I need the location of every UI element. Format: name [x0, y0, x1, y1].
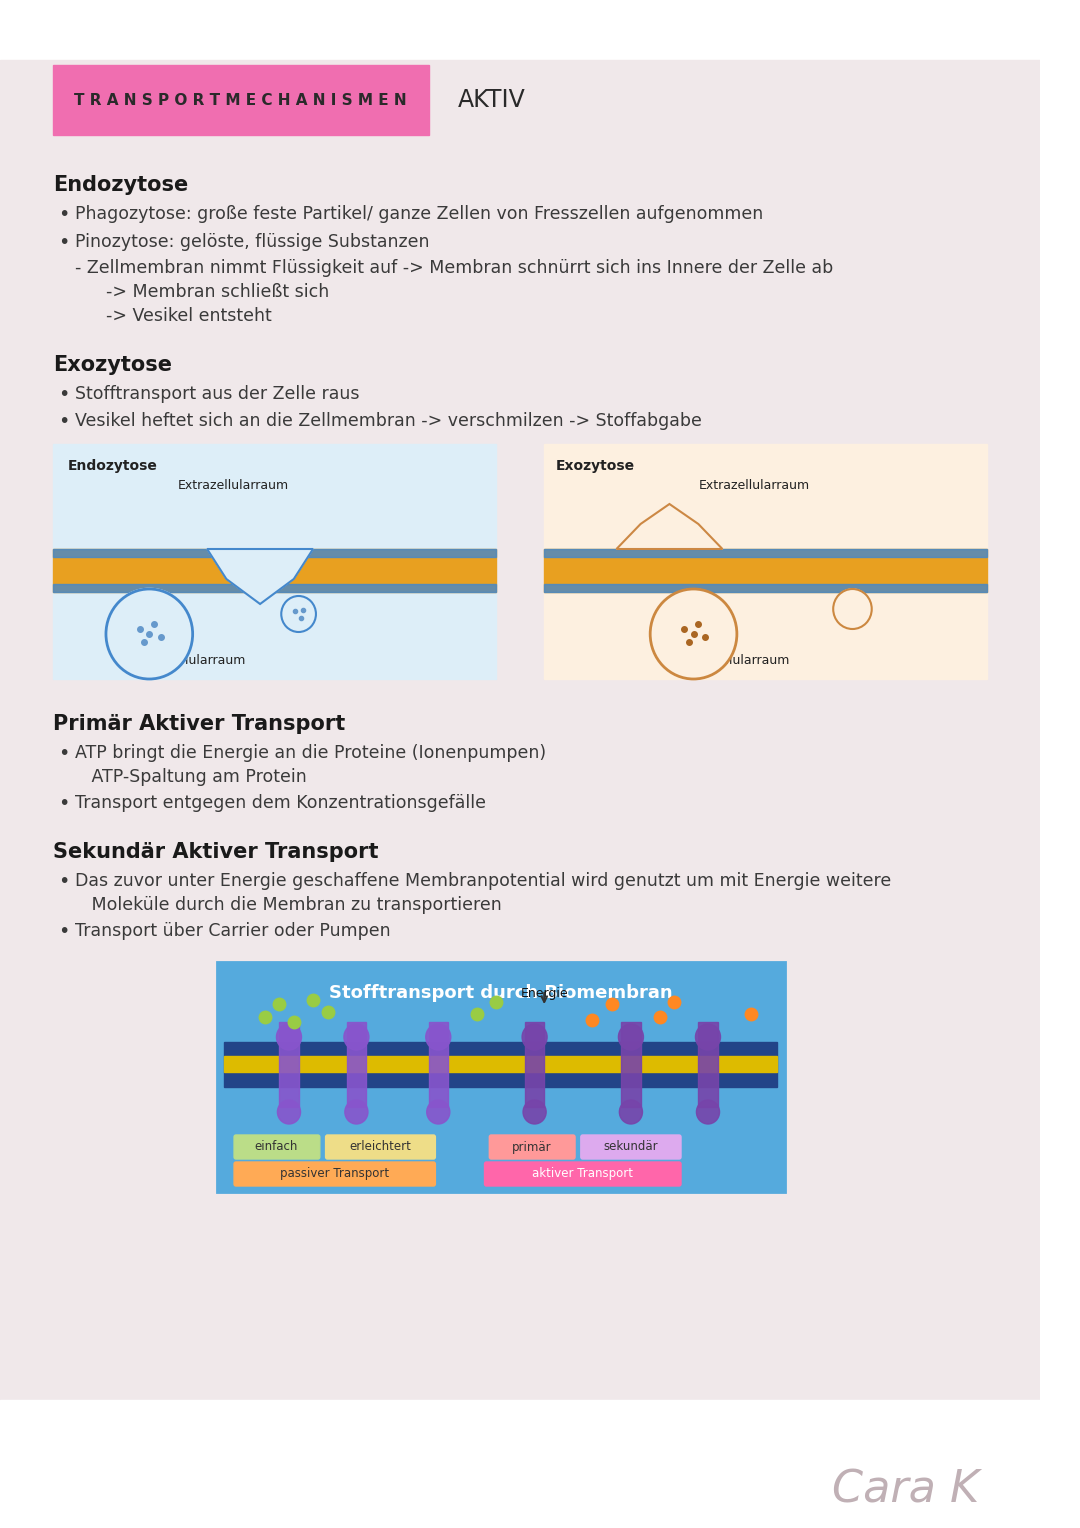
FancyBboxPatch shape: [234, 1161, 435, 1186]
Bar: [429, 1022, 448, 1106]
FancyBboxPatch shape: [234, 1135, 320, 1160]
Text: ATP bringt die Energie an die Proteine (Ionenpumpen): ATP bringt die Energie an die Proteine (…: [76, 744, 546, 762]
Bar: [347, 1022, 366, 1106]
Text: Das zuvor unter Energie geschaffene Membranpotential wird genutzt um mit Energie: Das zuvor unter Energie geschaffene Memb…: [76, 872, 891, 889]
Text: Moleküle durch die Membran zu transportieren: Moleküle durch die Membran zu transporti…: [76, 895, 502, 914]
Text: Exozytose: Exozytose: [556, 458, 635, 474]
Circle shape: [281, 596, 316, 633]
Text: •: •: [58, 872, 69, 891]
Bar: [53, 549, 496, 558]
Text: Transport entgegen dem Konzentrationsgefälle: Transport entgegen dem Konzentrationsgef…: [76, 795, 486, 811]
Bar: [0, 1400, 1040, 1528]
Text: Extrazellularraum: Extrazellularraum: [178, 478, 289, 492]
Text: -> Membran schließt sich: -> Membran schließt sich: [106, 283, 329, 301]
Bar: [225, 1042, 778, 1086]
Text: Energie: Energie: [521, 987, 568, 999]
Circle shape: [522, 1024, 548, 1050]
Polygon shape: [617, 504, 723, 549]
FancyBboxPatch shape: [489, 1135, 575, 1160]
Text: Sekundär Aktiver Transport: Sekundär Aktiver Transport: [53, 842, 378, 862]
Bar: [53, 584, 496, 591]
FancyBboxPatch shape: [581, 1135, 681, 1160]
Text: •: •: [58, 795, 69, 813]
Text: •: •: [58, 413, 69, 431]
Text: Extrazellularraum: Extrazellularraum: [699, 478, 810, 492]
Text: •: •: [58, 921, 69, 941]
Circle shape: [833, 588, 872, 630]
Text: -> Vesikel entsteht: -> Vesikel entsteht: [106, 307, 272, 325]
Circle shape: [276, 1024, 301, 1050]
Text: Stofftransport aus der Zelle raus: Stofftransport aus der Zelle raus: [76, 385, 360, 403]
Bar: [0, 60, 1040, 1400]
Bar: [53, 549, 496, 591]
Text: einfach: einfach: [255, 1140, 298, 1154]
Text: erleichtert: erleichtert: [350, 1140, 411, 1154]
Bar: [544, 549, 987, 591]
Bar: [217, 963, 785, 1192]
Polygon shape: [207, 549, 313, 604]
Bar: [544, 584, 987, 591]
Text: Exozytose: Exozytose: [53, 354, 172, 374]
Bar: [280, 1022, 298, 1106]
Circle shape: [426, 1024, 450, 1050]
Text: •: •: [58, 232, 69, 252]
Circle shape: [619, 1100, 643, 1125]
Text: •: •: [58, 744, 69, 762]
Circle shape: [106, 588, 192, 678]
Bar: [621, 1022, 640, 1106]
FancyBboxPatch shape: [325, 1135, 435, 1160]
Text: Primär Aktiver Transport: Primär Aktiver Transport: [53, 714, 346, 733]
Bar: [525, 1022, 544, 1106]
Text: sekundär: sekundär: [604, 1140, 658, 1154]
Bar: [699, 1022, 717, 1106]
Circle shape: [345, 1100, 368, 1125]
Text: passiver Transport: passiver Transport: [280, 1167, 389, 1181]
Text: aktiver Transport: aktiver Transport: [532, 1167, 633, 1181]
Text: Vesikel heftet sich an die Zellmembran -> verschmilzen -> Stoffabgabe: Vesikel heftet sich an die Zellmembran -…: [76, 413, 702, 429]
Circle shape: [650, 588, 737, 678]
Text: Intrazellularraum: Intrazellularraum: [139, 654, 246, 668]
Bar: [225, 1056, 778, 1073]
Text: •: •: [58, 205, 69, 225]
Bar: [0, 0, 1040, 60]
Text: Phagozytose: große feste Partikel/ ganze Zellen von Fresszellen aufgenommen: Phagozytose: große feste Partikel/ ganze…: [76, 205, 764, 223]
Bar: [53, 66, 429, 134]
Circle shape: [697, 1100, 719, 1125]
Text: Cara K: Cara K: [832, 1468, 978, 1511]
Bar: [53, 445, 496, 678]
Text: primär: primär: [512, 1140, 552, 1154]
FancyBboxPatch shape: [485, 1161, 681, 1186]
Text: Pinozytose: gelöste, flüssige Substanzen: Pinozytose: gelöste, flüssige Substanzen: [76, 232, 430, 251]
Circle shape: [343, 1024, 369, 1050]
Text: ATP-Spaltung am Protein: ATP-Spaltung am Protein: [76, 769, 307, 785]
Circle shape: [278, 1100, 300, 1125]
Text: •: •: [58, 385, 69, 403]
Text: AKTIV: AKTIV: [458, 89, 525, 112]
Circle shape: [619, 1024, 644, 1050]
Text: Intrazellularraum: Intrazellularraum: [684, 654, 791, 668]
Bar: [544, 445, 987, 678]
Text: Endozytose: Endozytose: [53, 176, 188, 196]
Circle shape: [523, 1100, 546, 1125]
Circle shape: [427, 1100, 450, 1125]
Text: - Zellmembran nimmt Flüssigkeit auf -> Membran schnürrt sich ins Innere der Zell: - Zellmembran nimmt Flüssigkeit auf -> M…: [76, 260, 834, 277]
Bar: [544, 549, 987, 558]
Text: Transport über Carrier oder Pumpen: Transport über Carrier oder Pumpen: [76, 921, 391, 940]
Circle shape: [696, 1024, 720, 1050]
Text: Stofftransport durch Biomembran: Stofftransport durch Biomembran: [329, 984, 673, 1002]
Text: T R A N S P O R T M E C H A N I S M E N: T R A N S P O R T M E C H A N I S M E N: [75, 93, 407, 107]
Text: Endozytose: Endozytose: [67, 458, 158, 474]
